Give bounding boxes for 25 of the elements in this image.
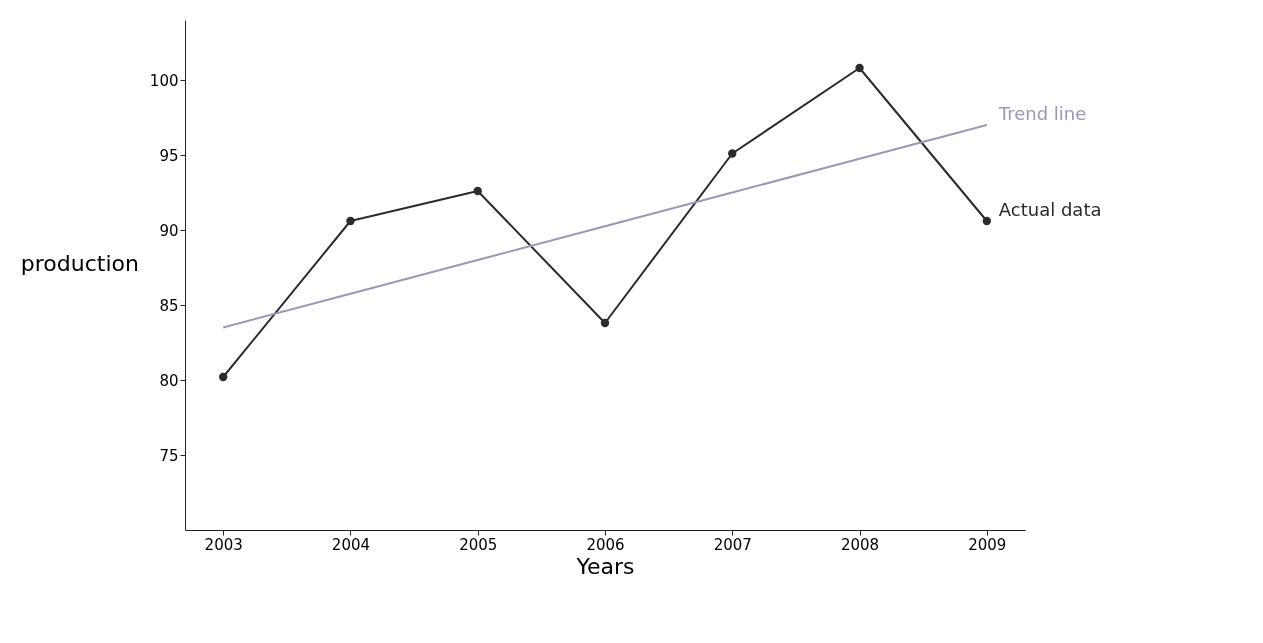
series-label: Actual data <box>998 199 1102 220</box>
x-tick-label: 2009 <box>968 535 1007 554</box>
x-tick-label: 2008 <box>840 535 880 554</box>
y-tick-label: 85 <box>159 296 179 315</box>
y-tick-label: 90 <box>159 221 179 240</box>
x-tick-label: 2007 <box>713 535 752 554</box>
point <box>855 63 864 73</box>
y-tick-label: 100 <box>149 71 179 90</box>
x-axis-title: Years <box>575 553 635 579</box>
series-label: Trend line <box>997 103 1087 124</box>
point <box>982 216 991 226</box>
y-axis-title: production <box>20 250 139 276</box>
point <box>346 216 355 226</box>
point <box>600 318 610 328</box>
y-tick-label: 95 <box>159 146 179 165</box>
x-tick-label: 2005 <box>459 535 498 554</box>
line-series <box>222 124 988 329</box>
point <box>219 372 228 382</box>
y-tick-label: 80 <box>159 371 179 390</box>
x-tick-label: 2004 <box>331 535 371 554</box>
x-tick-label: 2003 <box>204 535 243 554</box>
point <box>728 149 737 158</box>
x-tick-label: 2006 <box>586 535 625 554</box>
point <box>473 186 482 196</box>
y-tick-label: 75 <box>159 446 179 465</box>
